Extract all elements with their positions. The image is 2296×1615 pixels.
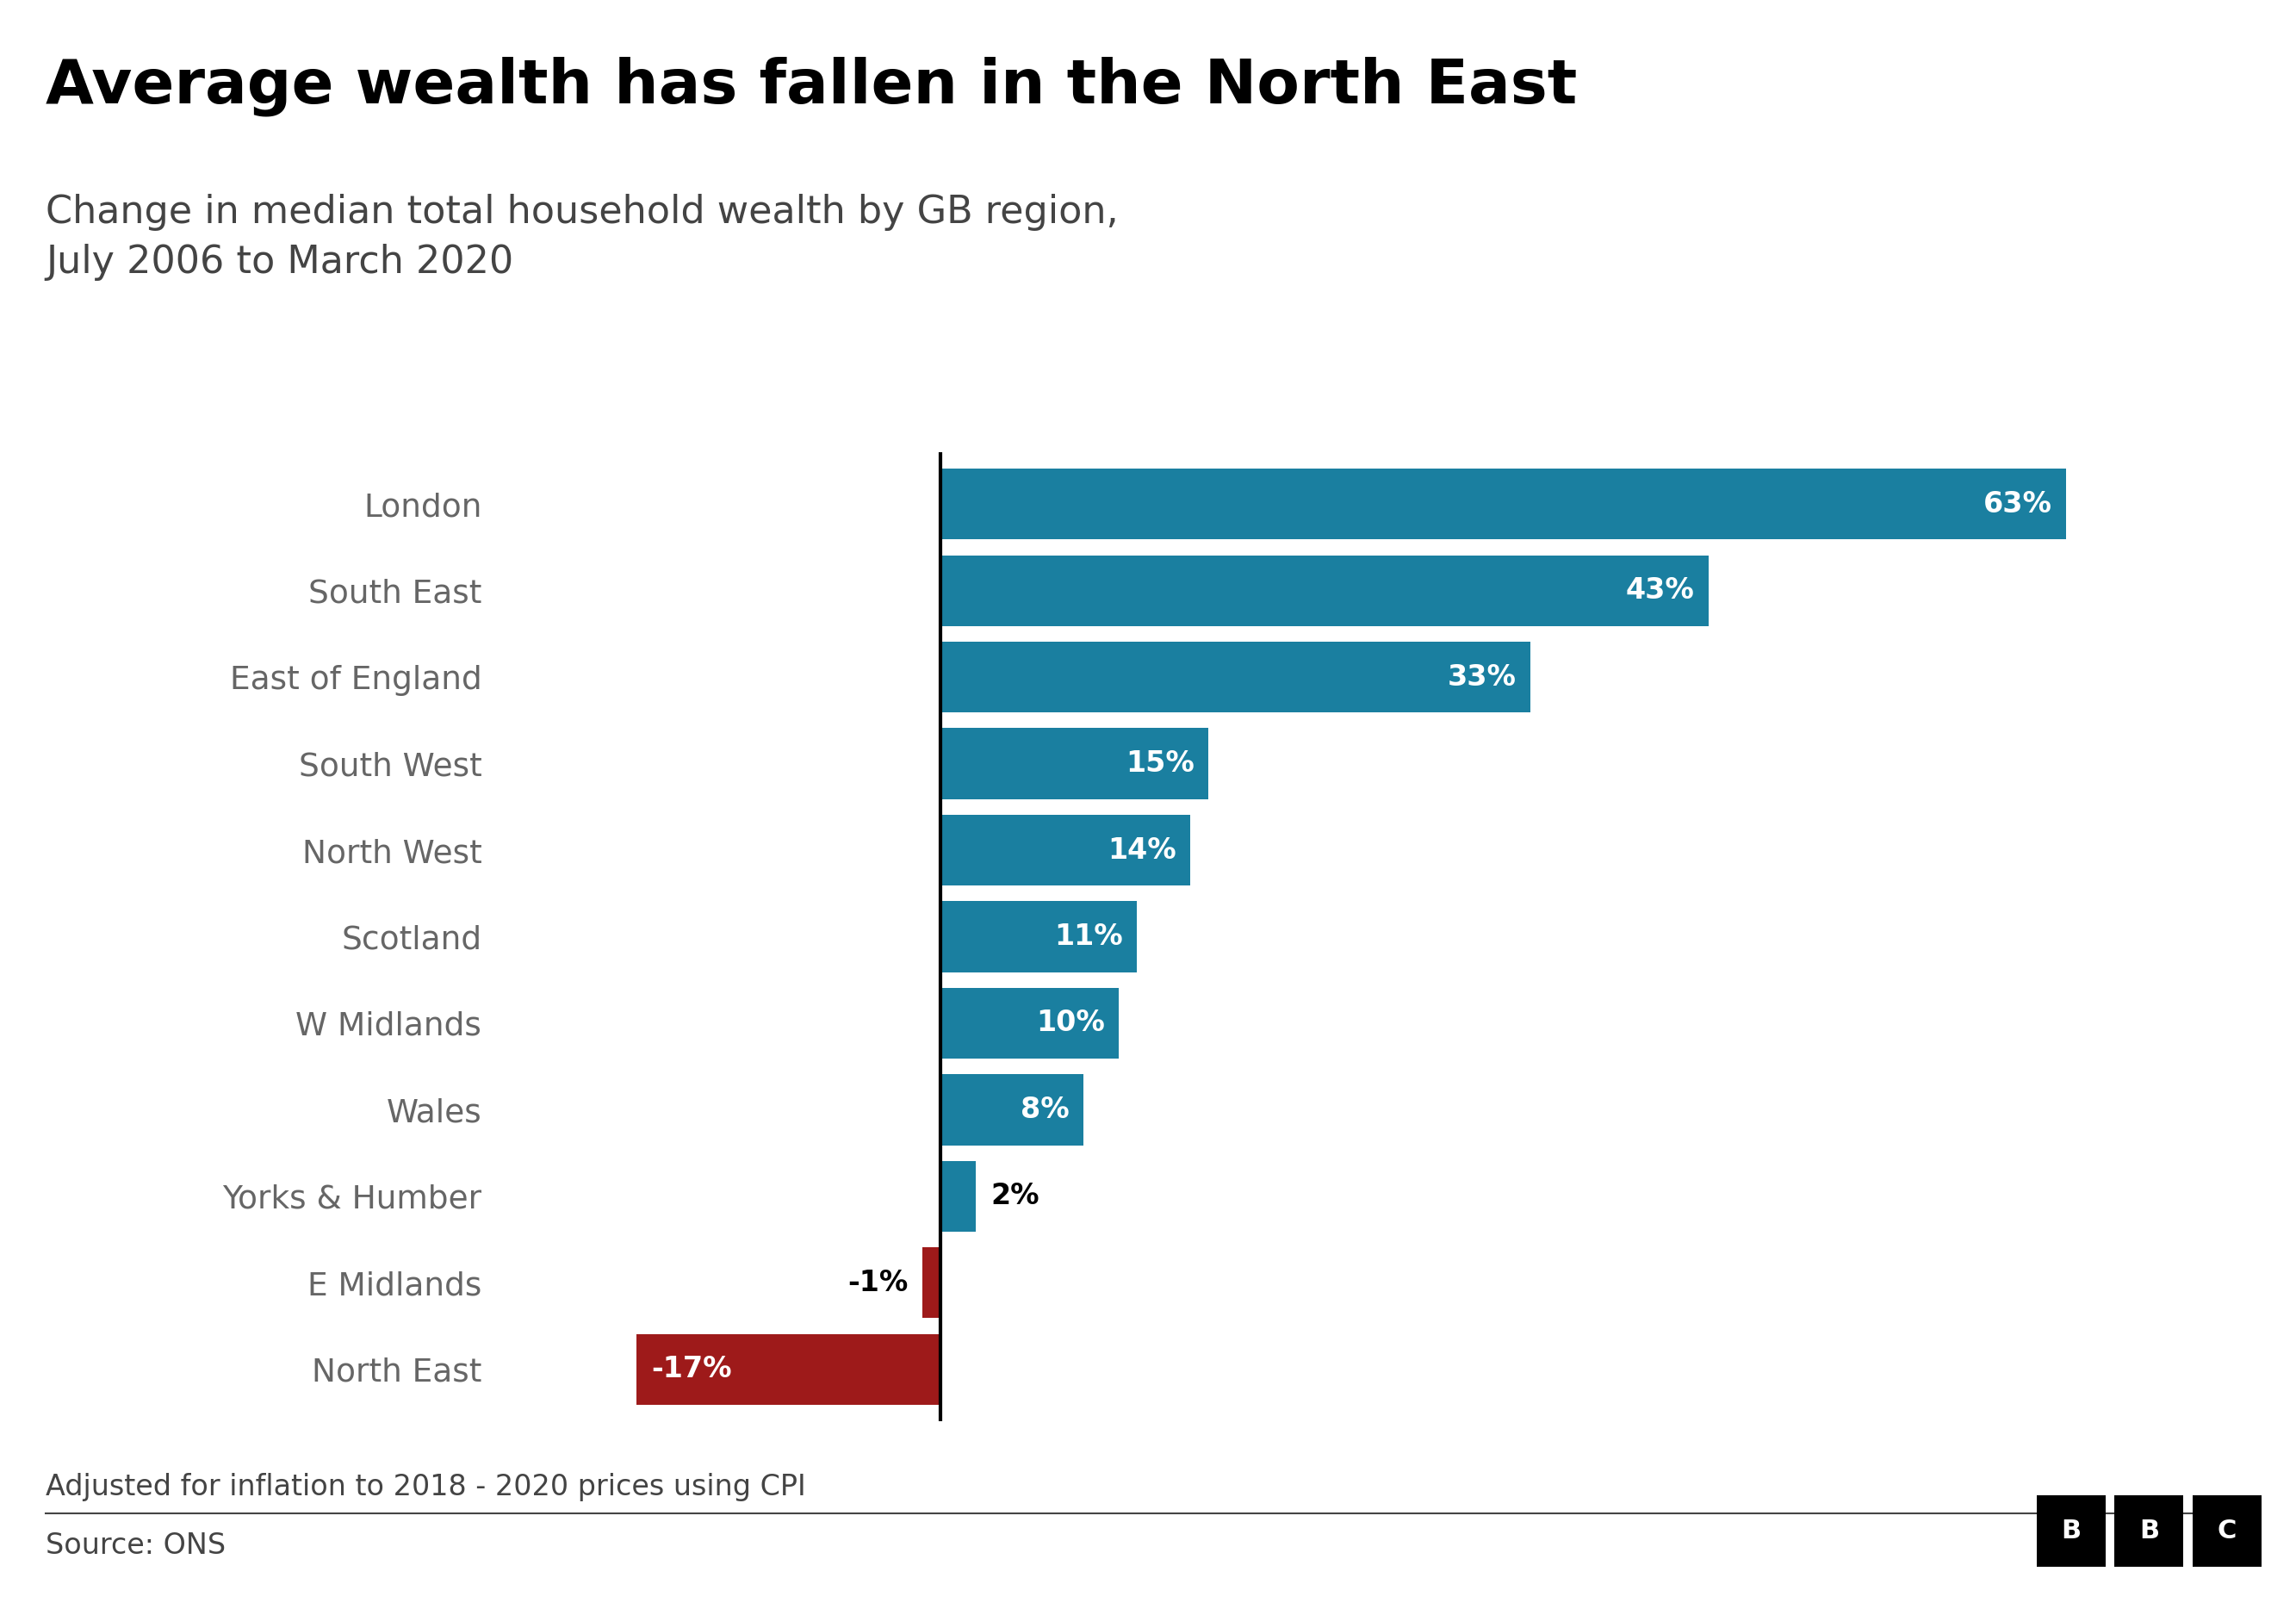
Text: -17%: -17% <box>650 1355 732 1384</box>
Text: 2%: 2% <box>990 1182 1040 1211</box>
Text: Adjusted for inflation to 2018 - 2020 prices using CPI: Adjusted for inflation to 2018 - 2020 pr… <box>46 1473 806 1502</box>
Bar <box>941 814 1192 885</box>
Text: 63%: 63% <box>1984 489 2053 518</box>
Text: Source: ONS: Source: ONS <box>46 1531 225 1560</box>
Text: 8%: 8% <box>1019 1095 1070 1124</box>
Text: 11%: 11% <box>1054 922 1123 951</box>
Text: C: C <box>2218 1518 2236 1544</box>
Bar <box>941 641 1529 712</box>
Text: 43%: 43% <box>1626 577 1694 606</box>
Bar <box>941 728 1208 799</box>
Bar <box>941 468 2066 539</box>
Text: B: B <box>2140 1518 2158 1544</box>
Bar <box>923 1247 941 1318</box>
Bar <box>941 1161 976 1232</box>
Bar <box>941 556 1708 627</box>
Bar <box>941 988 1118 1059</box>
Text: 10%: 10% <box>1035 1009 1104 1037</box>
Text: -1%: -1% <box>847 1268 909 1297</box>
Text: 14%: 14% <box>1107 837 1176 864</box>
Bar <box>941 901 1137 972</box>
Bar <box>636 1334 941 1405</box>
Text: B: B <box>2062 1518 2080 1544</box>
Text: Change in median total household wealth by GB region,
July 2006 to March 2020: Change in median total household wealth … <box>46 194 1118 281</box>
Text: 33%: 33% <box>1446 662 1515 691</box>
Text: Average wealth has fallen in the North East: Average wealth has fallen in the North E… <box>46 57 1577 116</box>
Bar <box>941 1074 1084 1145</box>
Text: 15%: 15% <box>1125 749 1194 778</box>
